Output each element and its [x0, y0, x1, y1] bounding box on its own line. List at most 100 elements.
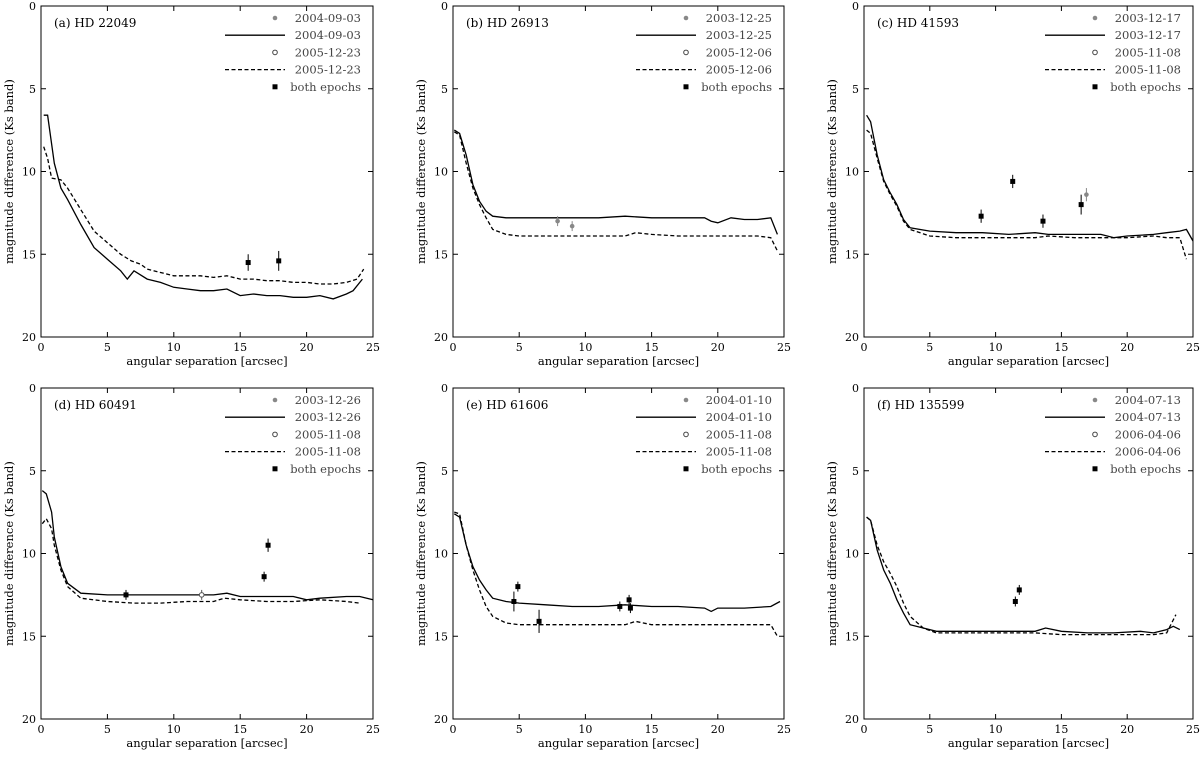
legend-label: 2004-09-03: [295, 11, 361, 25]
legend-square-icon: [272, 84, 278, 90]
panel-3: 0 5 10 15 20 25 0 5 10 15 20 angular separation [ar…: [825, 0, 1200, 368]
x-tick-label: 20: [300, 341, 314, 354]
legend-open-circle-icon: [683, 49, 689, 56]
x-tick-label: 25: [777, 723, 791, 736]
x-tick-label: 25: [366, 341, 380, 354]
both-epochs-point: [515, 584, 521, 590]
series-line-solid: [453, 129, 779, 235]
panel-label: (b) HD 26913: [466, 16, 549, 30]
x-tick-label: 0: [861, 341, 868, 354]
both-epochs-point: [627, 605, 633, 611]
series-line-solid: [43, 114, 363, 300]
x-tick-label: 20: [711, 723, 725, 736]
panel-4: 0 5 10 15 20 25 0 5 10 15 20 angular separation [ar…: [2, 382, 380, 750]
legend-label: both epochs: [701, 80, 772, 94]
legend-label: both epochs: [1110, 462, 1181, 476]
legend-label: 2003-12-25: [706, 28, 772, 42]
series-line-dashed: [453, 131, 778, 252]
x-tick-label: 25: [366, 723, 380, 736]
y-tick-label: 5: [29, 83, 36, 96]
x-tick-label: 5: [516, 723, 523, 736]
both-epochs-point: [1016, 587, 1022, 593]
y-axis-title: magnitude difference (Ks band): [414, 79, 428, 264]
y-tick-label: 10: [845, 166, 859, 179]
legend-label: 2005-11-08: [706, 427, 772, 441]
both-epochs-point: [261, 574, 267, 580]
first-epoch-point: [555, 218, 560, 224]
first-epoch-point: [569, 223, 575, 229]
y-axis-title: magnitude difference (Ks band): [2, 461, 16, 646]
legend-open-circle-icon: [272, 49, 278, 56]
y-tick-label: 0: [29, 382, 36, 395]
legend-label: 2005-11-08: [706, 445, 772, 459]
x-tick-label: 5: [104, 341, 111, 354]
y-axis-title: magnitude difference (Ks band): [825, 461, 839, 646]
legend-label: 2005-11-08: [295, 427, 361, 441]
legend-open-circle-icon: [683, 431, 689, 438]
x-tick-label: 10: [989, 341, 1003, 354]
x-axis-title: angular separation [arcsec]: [538, 736, 699, 750]
x-tick-label: 20: [300, 723, 314, 736]
legend-label: 2004-07-13: [1115, 410, 1181, 424]
legend-label: both epochs: [290, 80, 361, 94]
legend-label: both epochs: [290, 462, 361, 476]
x-axis-title: angular separation [arcsec]: [948, 736, 1109, 750]
legend-label: 2004-07-13: [1115, 393, 1181, 407]
panel-label: (f) HD 135599: [877, 398, 964, 412]
panel-6: 0 5 10 15 20 25 0 5 10 15 20 angular separation [ar…: [825, 382, 1200, 750]
x-tick-label: 5: [516, 341, 523, 354]
legend-gray-dot-icon: [272, 397, 278, 403]
series-line-solid: [453, 513, 781, 613]
x-tick-label: 15: [645, 723, 659, 736]
x-axis-title: angular separation [arcsec]: [538, 354, 699, 368]
y-axis-title: magnitude difference (Ks band): [825, 79, 839, 264]
legend-label: 2004-09-03: [295, 28, 361, 42]
y-tick-label: 0: [441, 382, 448, 395]
legend-label: 2005-11-08: [1115, 45, 1181, 59]
panel-label: (e) HD 61606: [466, 398, 548, 412]
legend-square-icon: [683, 84, 689, 90]
y-tick-label: 10: [434, 548, 448, 561]
x-tick-label: 15: [233, 723, 247, 736]
series-line-dashed: [866, 516, 1177, 636]
y-tick-label: 20: [22, 331, 36, 344]
legend-gray-dot-icon: [683, 397, 689, 403]
series-line-dashed: [41, 517, 360, 604]
y-tick-label: 10: [22, 548, 36, 561]
x-tick-label: 0: [38, 723, 45, 736]
x-tick-label: 10: [578, 341, 592, 354]
x-tick-label: 20: [1120, 341, 1134, 354]
y-tick-label: 0: [29, 0, 36, 13]
both-epochs-point: [1040, 218, 1046, 224]
y-tick-label: 5: [29, 465, 36, 478]
x-tick-label: 0: [450, 341, 457, 354]
y-tick-label: 15: [434, 248, 448, 261]
legend-label: both epochs: [701, 462, 772, 476]
x-tick-label: 10: [167, 723, 181, 736]
both-epochs-point: [123, 592, 129, 598]
y-tick-label: 5: [441, 83, 448, 96]
both-epochs-point: [265, 542, 271, 548]
legend-label: both epochs: [1110, 80, 1181, 94]
both-epochs-point: [626, 597, 632, 603]
both-epochs-point: [511, 598, 517, 604]
panel-label: (a) HD 22049: [54, 16, 136, 30]
x-tick-label: 25: [1186, 723, 1200, 736]
both-epochs-point: [617, 603, 623, 609]
legend-label: 2005-12-23: [295, 63, 361, 77]
x-tick-label: 5: [104, 723, 111, 736]
legend-square-icon: [272, 466, 278, 472]
second-epoch-point: [198, 592, 205, 598]
x-tick-label: 15: [645, 341, 659, 354]
y-tick-label: 5: [852, 83, 859, 96]
y-tick-label: 20: [434, 331, 448, 344]
legend-label: 2005-11-08: [1115, 63, 1181, 77]
legend-gray-dot-icon: [683, 15, 689, 21]
first-epoch-point: [1084, 192, 1089, 197]
both-epochs-point: [1010, 178, 1016, 184]
y-tick-label: 15: [22, 248, 36, 261]
series-line-solid: [41, 490, 374, 601]
both-epochs-point: [536, 618, 542, 624]
legend-square-icon: [1092, 84, 1098, 90]
y-tick-label: 15: [845, 248, 859, 261]
